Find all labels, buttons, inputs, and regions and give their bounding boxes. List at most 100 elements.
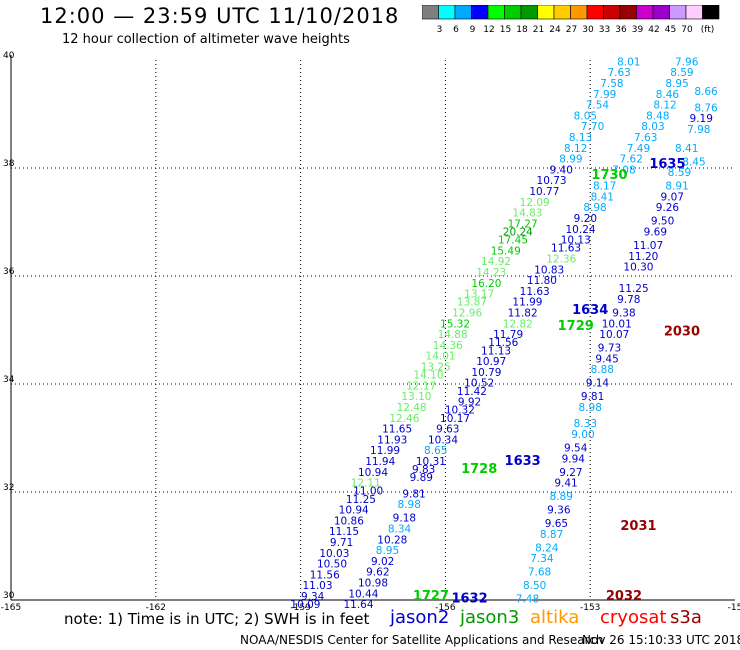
wave-height-value: 7.63: [634, 132, 657, 144]
wave-height-value: 11.56: [310, 569, 340, 581]
lon-tick-label: -156: [435, 603, 456, 613]
wave-height-value: 9.41: [554, 478, 577, 490]
wave-height-value: 9.45: [595, 353, 618, 365]
wave-height-value: 10.01: [602, 318, 632, 330]
colorbar-label: 24: [549, 25, 561, 35]
wave-height-value: 9.20: [574, 213, 597, 225]
wave-height-value: 11.82: [508, 308, 538, 320]
track-time-label: 1635: [649, 157, 685, 172]
wave-height-value: 10.13: [561, 235, 591, 247]
wave-height-value: 8.88: [591, 364, 614, 376]
wave-height-value: 10.94: [358, 467, 388, 479]
colorbar-label: 39: [632, 25, 644, 35]
wave-height-value: 14.01: [426, 351, 456, 363]
wave-height-value: 10.50: [317, 559, 347, 571]
wave-height-value: 14.83: [512, 208, 542, 220]
wave-height-value: 10.24: [566, 224, 596, 236]
wave-height-value: 9.62: [366, 567, 389, 579]
wave-height-value: 11.93: [377, 434, 407, 446]
wave-height-value: 8.48: [646, 110, 669, 122]
wave-height-value: 9.50: [651, 216, 674, 228]
wave-height-value: 8.03: [641, 121, 664, 133]
wave-height-value: 8.41: [675, 143, 698, 155]
wave-height-value: 9.63: [436, 424, 459, 436]
wave-height-value: 8.76: [694, 102, 718, 114]
wave-height-value: 10.34: [428, 434, 458, 446]
track-time-label: 2030: [664, 324, 700, 339]
colorbar-unit: (ft): [701, 25, 715, 35]
colorbar-label: 12: [483, 25, 494, 35]
wave-height-value: 9.00: [571, 429, 594, 441]
wave-height-value: 11.56: [488, 337, 518, 349]
wave-height-value: 13.25: [421, 362, 451, 374]
wave-height-value: 11.03: [302, 580, 332, 592]
wave-height-value: 7.58: [600, 78, 623, 90]
wave-height-value: 11.79: [493, 329, 523, 341]
wave-height-value: 9.92: [458, 397, 481, 409]
wave-height-value: 10.73: [537, 175, 567, 187]
wave-height-value: 10.03: [319, 548, 349, 560]
track-time-label: 1727: [413, 589, 449, 604]
wave-height-value: 10.86: [334, 515, 364, 527]
wave-height-value: 11.07: [633, 240, 663, 252]
wave-height-value: 10.97: [476, 356, 506, 368]
wave-height-value: 17.27: [508, 218, 538, 230]
wave-height-value: 8.46: [656, 89, 680, 101]
wave-height-value: 7.49: [627, 143, 650, 155]
lat-tick-label: 32: [3, 483, 14, 493]
wave-height-value: 8.89: [550, 491, 573, 503]
wave-height-value: 10.28: [377, 534, 407, 546]
wave-height-value: 9.40: [550, 164, 573, 176]
wave-height-value: 13.87: [457, 297, 487, 309]
wave-height-value: 7.54: [586, 100, 610, 112]
wave-height-value: 7.99: [593, 89, 616, 101]
lat-tick-label: 34: [3, 375, 15, 385]
colorbar-label: 21: [533, 25, 544, 35]
wave-height-value: 11.99: [512, 297, 542, 309]
colorbar-label: 33: [599, 25, 610, 35]
colorbar-label: 42: [648, 25, 659, 35]
wave-height-value: 12.82: [503, 318, 533, 330]
legend-altika: altika: [530, 607, 580, 628]
wave-height-value: 9.94: [562, 453, 586, 465]
wave-height-value: 10.32: [445, 405, 475, 417]
wave-height-value: 8.17: [593, 181, 616, 193]
wave-height-value: 7.48: [516, 594, 539, 606]
colorbar-label: 70: [681, 25, 693, 35]
legend-jason2: jason2: [390, 607, 450, 628]
wave-height-value: 10.17: [440, 413, 470, 425]
colorbar-swatch: [702, 5, 720, 20]
units-note: note: 1) Time is in UTC; 2) SWH is in fe…: [64, 610, 370, 628]
wave-height-value: 8.41: [591, 191, 614, 203]
wave-height-value: 8.95: [665, 78, 688, 90]
track-time-label: 1633: [505, 454, 541, 469]
wave-height-value: 9.73: [598, 343, 621, 355]
wave-height-value: 8.59: [668, 167, 691, 179]
wave-height-value: 8.59: [670, 67, 693, 79]
track-time-label: 1729: [558, 319, 594, 334]
footer-timestamp: Nov 26 15:10:33 UTC 2018: [582, 633, 740, 647]
lon-tick-label: -153: [580, 603, 600, 613]
colorbar-label: 3: [437, 25, 443, 35]
wave-height-value: 11.25: [346, 494, 376, 506]
wave-height-value: 8.87: [540, 529, 563, 541]
wave-height-value: 11.94: [365, 456, 395, 468]
map-subtitle: 12 hour collection of altimeter wave hei…: [62, 32, 350, 47]
wave-height-value: 12.96: [452, 308, 482, 320]
lon-tick-label: -159: [290, 603, 311, 613]
track-time-label: 1634: [572, 303, 608, 318]
wave-height-value: 9.89: [410, 472, 433, 484]
wave-height-value: 11.63: [551, 243, 581, 255]
wave-height-value: 8.24: [535, 542, 559, 554]
wave-height-value: 9.07: [661, 191, 684, 203]
wave-height-value: 10.52: [464, 378, 494, 390]
lon-tick-label: -165: [1, 603, 21, 613]
wave-height-value: 12.09: [520, 197, 550, 209]
colorbar-label: 18: [516, 25, 528, 35]
wave-height-value: 8.98: [579, 402, 602, 414]
lat-tick-label: 30: [3, 591, 15, 601]
wave-height-value: 8.65: [424, 445, 447, 457]
track-time-label: 1632: [451, 592, 487, 607]
wave-height-value: 8.34: [388, 524, 412, 536]
lon-tick-label: -15: [728, 603, 740, 613]
